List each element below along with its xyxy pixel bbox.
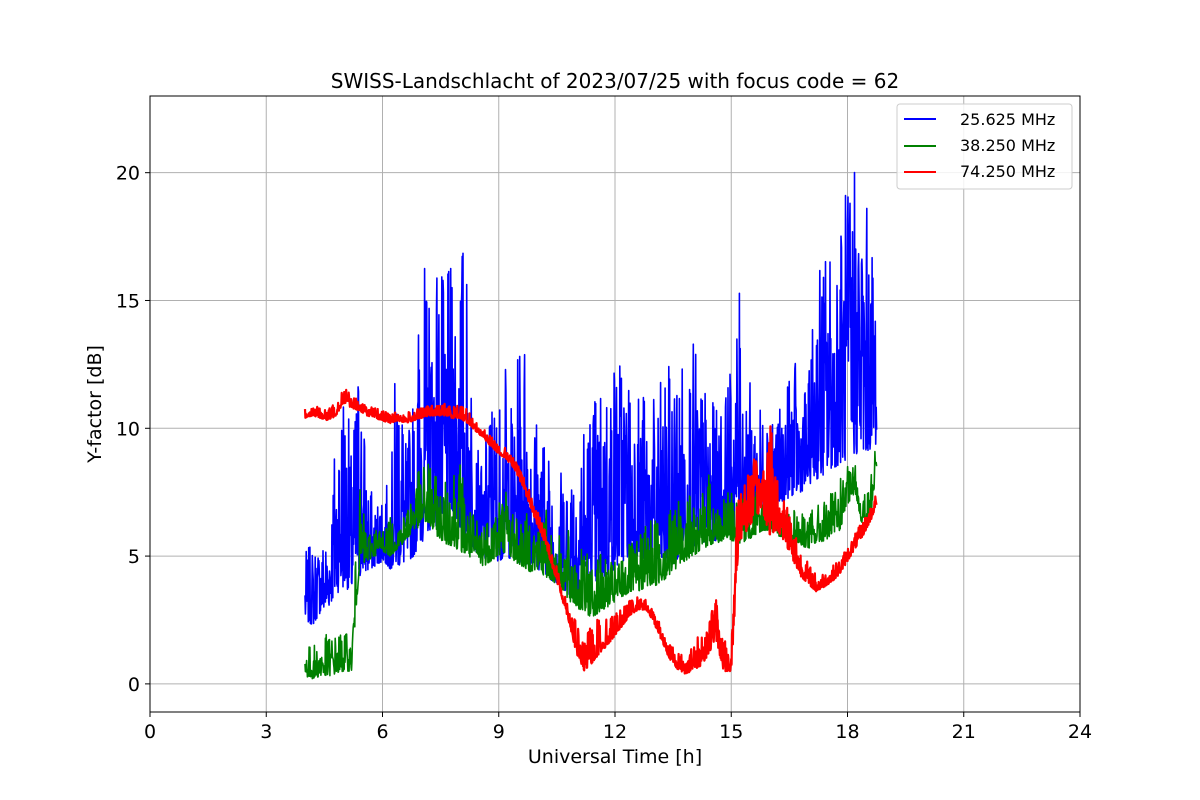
- x-tick-label: 21: [952, 721, 976, 743]
- x-tick-label: 15: [719, 721, 743, 743]
- y-tick-label: 15: [116, 290, 140, 312]
- series-line-1: [304, 171, 878, 625]
- y-tick-label: 5: [128, 546, 140, 568]
- legend-box: [896, 103, 1073, 190]
- legend: 25.625 MHz 38.250 MHz 74.250 MHz: [896, 103, 1073, 190]
- series-line-3: [303, 388, 878, 675]
- legend-label-series-3: 74.250 MHz: [960, 162, 1055, 181]
- x-tick-label: 0: [144, 721, 156, 743]
- x-tick-label: 9: [493, 721, 505, 743]
- x-tick-label: 18: [835, 721, 859, 743]
- series-line-2: [304, 450, 878, 680]
- y-tick-label: 10: [116, 418, 140, 440]
- y-axis-label: Y-factor [dB]: [84, 345, 106, 464]
- x-tick-label: 24: [1068, 721, 1092, 743]
- chart-title: SWISS-Landschlacht of 2023/07/25 with fo…: [331, 69, 899, 93]
- x-tick-label: 6: [376, 721, 388, 743]
- x-tick-label: 3: [260, 721, 272, 743]
- x-axis-label: Universal Time [h]: [528, 746, 702, 768]
- y-tick-label: 0: [128, 674, 140, 696]
- y-tick-label: 20: [116, 163, 140, 185]
- plot-series: [303, 171, 878, 680]
- axis-ticks: 0 3 6 9 12 15 18 21 24 0 5 10 15 20: [116, 163, 1092, 743]
- legend-label-series-2: 38.250 MHz: [960, 136, 1055, 155]
- x-tick-label: 12: [603, 721, 627, 743]
- legend-label-series-1: 25.625 MHz: [960, 110, 1055, 129]
